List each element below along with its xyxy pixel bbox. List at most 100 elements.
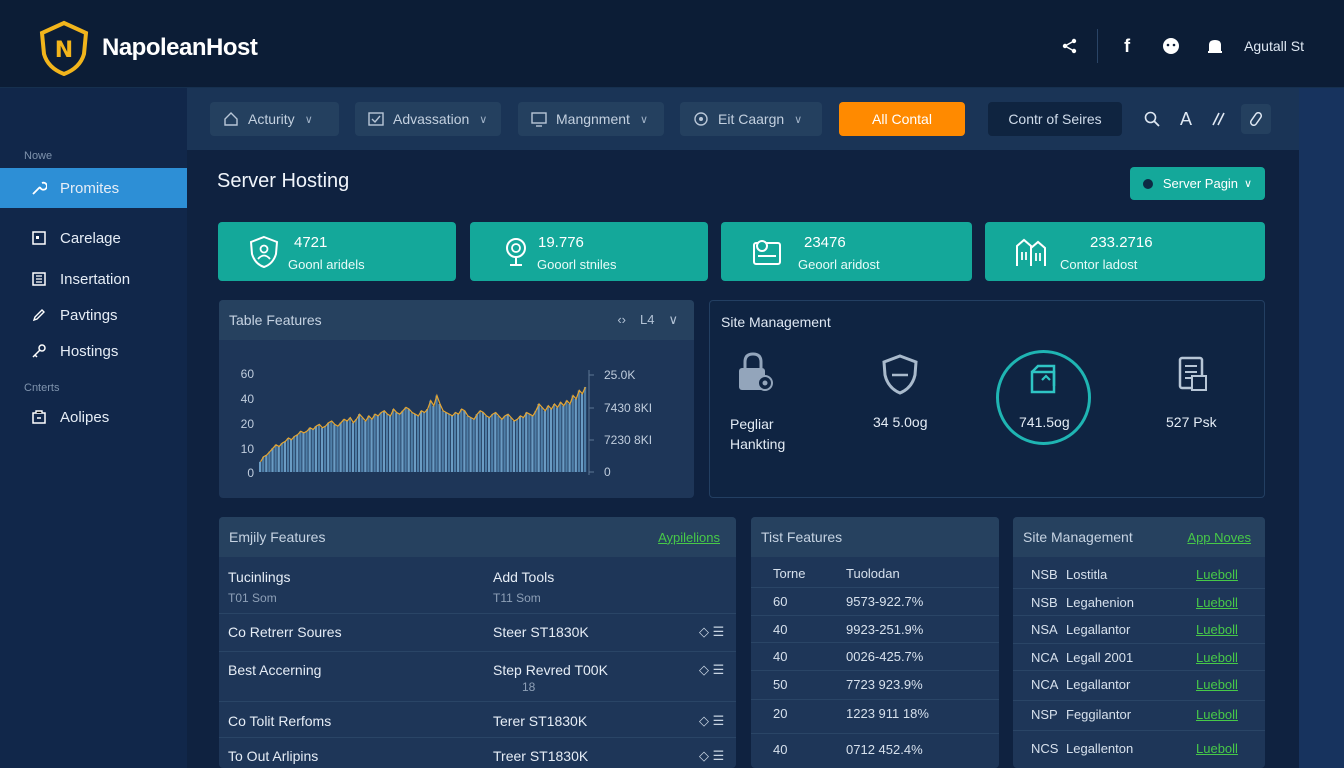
- chart-bar: [444, 412, 447, 472]
- chart-slash-icon[interactable]: [1204, 104, 1234, 134]
- y-tick-label: 20: [241, 417, 255, 431]
- list-item[interactable]: Best Accerning Step Revred T00K 18 ◇ ☰: [219, 651, 736, 701]
- all-contal-button[interactable]: All Contal: [839, 102, 965, 136]
- row-actions-icon[interactable]: ◇ ☰: [699, 662, 725, 677]
- sidebar-section-label: Cnterts: [24, 382, 60, 394]
- table-row[interactable]: 40 0026-425.7%: [751, 642, 999, 669]
- chart-bar: [293, 436, 296, 472]
- sidebar-item-label: Hostings: [60, 342, 119, 360]
- server-pagin-button[interactable]: Server Pagin ∨: [1130, 167, 1265, 200]
- row-actions-icon[interactable]: ◇ ☰: [699, 624, 725, 639]
- dropdown-acturity[interactable]: Acturity ∨: [210, 102, 339, 136]
- font-icon[interactable]: A: [1179, 108, 1192, 129]
- contr-of-seires-button[interactable]: Contr of Seires: [988, 102, 1122, 136]
- table-row[interactable]: NCA Legallantor Lueboll: [1013, 670, 1265, 697]
- table-row[interactable]: 60 9573-922.7%: [751, 587, 999, 614]
- table-cell: NSA: [1031, 622, 1058, 637]
- lock-icon[interactable]: [736, 350, 776, 394]
- box-icon: [30, 408, 48, 426]
- stat-card[interactable]: 19.776 Gooorl stniles: [470, 222, 708, 281]
- sidebar-item-carelage[interactable]: Carelage: [0, 218, 187, 258]
- table-header-row: Torne Tuolodan: [751, 560, 999, 587]
- chart-bar: [534, 410, 537, 472]
- list-item[interactable]: Co Retrerr Soures Steer ST1830K ◇ ☰: [219, 613, 736, 651]
- table-row[interactable]: NSB Lostitla Lueboll: [1013, 561, 1265, 588]
- chart-bar: [497, 415, 500, 472]
- sidebar-item-pavtings[interactable]: Pavtings: [0, 295, 187, 335]
- chat-icon[interactable]: [1156, 31, 1186, 61]
- table-row[interactable]: NSA Legallantor Lueboll: [1013, 615, 1265, 642]
- chevron-down-icon[interactable]: ∨: [668, 312, 678, 327]
- chart-bar: [577, 390, 581, 472]
- sidebar-item-insertation[interactable]: Insertation: [0, 259, 187, 299]
- link-icon[interactable]: [1241, 104, 1271, 134]
- selected-ring[interactable]: [996, 350, 1091, 445]
- row-actions-icon[interactable]: ◇ ☰: [699, 748, 725, 763]
- chart-bar: [382, 410, 386, 472]
- sidebar-item-hostings[interactable]: Hostings: [0, 331, 187, 371]
- table-row[interactable]: 20 1223 911 18%: [751, 699, 999, 733]
- logo-letter: N: [55, 38, 73, 63]
- table-cell: Legahenion: [1066, 595, 1134, 610]
- table-row[interactable]: 40 9923-251.9%: [751, 615, 999, 642]
- dropdown-eit-caargn[interactable]: Eit Caargn ∨: [680, 102, 822, 136]
- table-row[interactable]: NCA Legall 2001 Lueboll: [1013, 643, 1265, 670]
- sidebar-item-promites[interactable]: Promites: [0, 168, 187, 208]
- list-item[interactable]: Tucinlings T01 Som Add Tools T11 Som: [219, 557, 736, 613]
- chart-bar: [543, 410, 546, 472]
- row-link[interactable]: Lueboll: [1196, 622, 1238, 637]
- table-cell: NCS: [1031, 741, 1059, 756]
- table-row[interactable]: 50 7723 923.9%: [751, 670, 999, 697]
- sidebar-item-label: Carelage: [60, 229, 121, 247]
- list-item[interactable]: To Out Arlipins Treer ST1830K ◇ ☰: [219, 737, 736, 768]
- chart-bar: [370, 419, 373, 472]
- stat-card[interactable]: 4721 Goonl aridels: [218, 222, 456, 281]
- y-tick-label: 0: [247, 466, 254, 480]
- row-actions-icon[interactable]: ◇ ☰: [699, 713, 725, 728]
- table-row[interactable]: NCS Legallenton Lueboll: [1013, 730, 1265, 768]
- sidebar-section-label: Nowe: [24, 150, 53, 162]
- check-box-icon: [367, 110, 385, 128]
- table-cell: NCA: [1031, 677, 1059, 692]
- row-link[interactable]: Lueboll: [1196, 567, 1238, 582]
- table-cell: Legallenton: [1066, 741, 1134, 756]
- row-link[interactable]: Lueboll: [1196, 707, 1238, 722]
- list-item[interactable]: Co Tolit Rerfoms Terer ST1830K ◇ ☰: [219, 701, 736, 737]
- dropdown-mangnment[interactable]: Mangnment ∨: [518, 102, 664, 136]
- chart-controls[interactable]: ‹› L4 ∨: [617, 312, 678, 328]
- bell-icon[interactable]: [1200, 31, 1230, 61]
- table-row[interactable]: NSB Legahenion Lueboll: [1013, 588, 1265, 615]
- brand-logo[interactable]: N NapoleanHost: [38, 20, 258, 76]
- stat-card[interactable]: 23476 Geoorl aridost: [721, 222, 972, 281]
- facebook-icon[interactable]: f: [1124, 35, 1131, 56]
- cloud-box-icon[interactable]: [1024, 360, 1064, 404]
- row-link[interactable]: Lueboll: [1196, 595, 1238, 610]
- chart-bars: [259, 387, 587, 472]
- chart-range-label[interactable]: L4: [640, 312, 655, 327]
- table-row[interactable]: NSP Feggilantor Lueboll: [1013, 700, 1265, 730]
- chart-bar: [522, 417, 525, 472]
- sidebar-item-aolipes[interactable]: Aolipes: [0, 397, 187, 437]
- chart-bar: [308, 427, 311, 472]
- aypilelions-link[interactable]: Aypilelions: [658, 529, 720, 545]
- share-icon[interactable]: [1055, 31, 1085, 61]
- panel-header: Tist Features: [751, 517, 999, 557]
- panel-header: Site Management App Noves: [1013, 517, 1265, 557]
- row-link[interactable]: Lueboll: [1196, 677, 1238, 692]
- search-icon[interactable]: [1137, 104, 1167, 134]
- table-row[interactable]: 40 0712 452.4%: [751, 733, 999, 768]
- status-dot-icon: [1142, 178, 1153, 189]
- chart-bar: [525, 412, 528, 472]
- expand-icon[interactable]: ‹›: [617, 312, 627, 327]
- row-link[interactable]: Lueboll: [1196, 650, 1238, 665]
- row-link[interactable]: Lueboll: [1196, 741, 1238, 756]
- shield-icon[interactable]: [880, 353, 920, 397]
- user-name[interactable]: Agutall St: [1244, 38, 1304, 54]
- list-item-value: Step Revred T00K: [493, 662, 608, 678]
- sidebar-item-label: Insertation: [60, 270, 131, 288]
- app-noves-link[interactable]: App Noves: [1187, 529, 1251, 545]
- stat-card[interactable]: 233.2716 Contor ladost: [985, 222, 1265, 281]
- dropdown-advassation[interactable]: Advassation ∨: [355, 102, 501, 136]
- list-item-value: Treer ST1830K: [493, 748, 589, 764]
- document-icon[interactable]: [1174, 354, 1214, 398]
